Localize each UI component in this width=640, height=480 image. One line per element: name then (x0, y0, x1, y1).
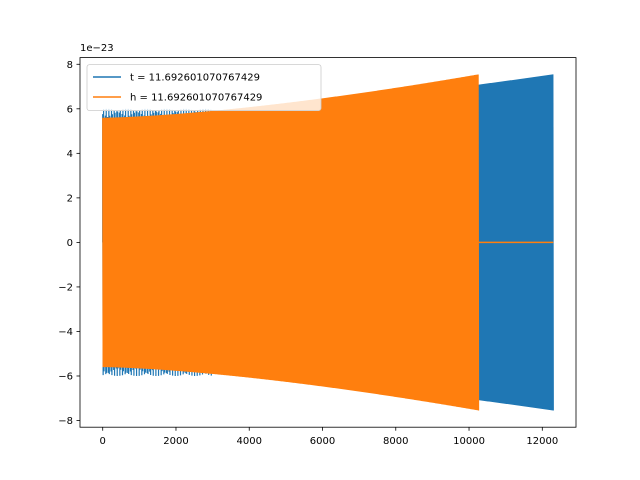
y-tick-label: −2 (58, 282, 73, 293)
y-tick-label: −8 (58, 416, 73, 427)
x-tick-label: 8000 (383, 436, 408, 447)
x-tick-label: 0 (100, 436, 106, 447)
x-tick-label: 10000 (453, 436, 485, 447)
y-tick-label: 8 (67, 60, 73, 71)
y-tick-label: −6 (58, 371, 73, 382)
legend-label-t: t = 11.692601070767429 (130, 73, 260, 84)
legend: t = 11.692601070767429 h = 11.6926010707… (86, 64, 322, 111)
x-tick-label: 6000 (310, 436, 335, 447)
series-layer (102, 74, 554, 411)
x-tick-label: 2000 (163, 436, 188, 447)
x-axis: 0 2000 4000 6000 8000 10000 12000 (100, 427, 558, 447)
y-tick-label: 6 (67, 104, 73, 115)
x-tick-label: 12000 (526, 436, 558, 447)
legend-label-h: h = 11.692601070767429 (130, 93, 262, 104)
series-h-line (102, 74, 480, 411)
y-tick-label: 2 (67, 193, 73, 204)
y-tick-label: 0 (67, 238, 73, 249)
x-tick-label: 4000 (237, 436, 262, 447)
legend-box (86, 64, 322, 111)
y-offset-label: 1e−23 (80, 43, 114, 54)
y-tick-label: −4 (58, 327, 73, 338)
y-tick-label: 4 (67, 149, 73, 160)
y-axis: −8 −6 −4 −2 0 2 4 6 8 (58, 60, 80, 427)
